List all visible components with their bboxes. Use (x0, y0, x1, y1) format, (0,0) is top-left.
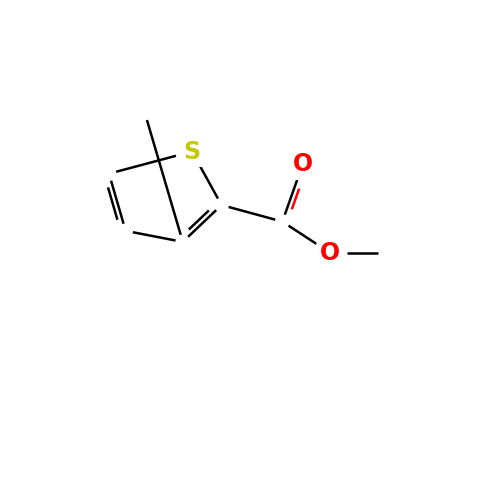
Text: O: O (293, 152, 313, 176)
Text: O: O (320, 241, 341, 265)
Text: S: S (183, 139, 201, 163)
